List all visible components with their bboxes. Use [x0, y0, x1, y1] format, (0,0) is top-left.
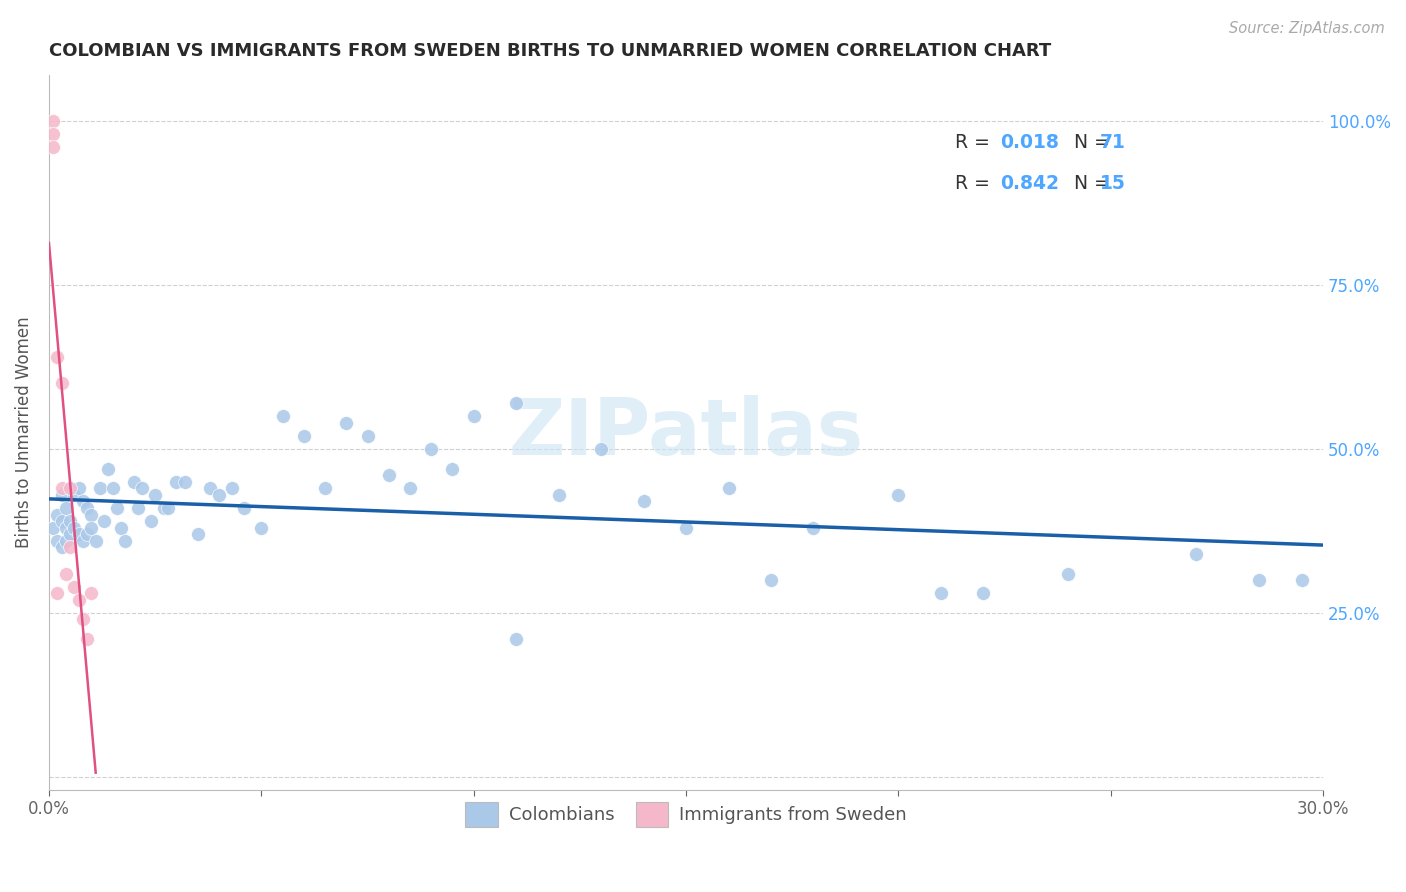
Point [420, 442, 443, 456]
Text: 0.018: 0.018 [1000, 133, 1059, 152]
Point [51, 514, 73, 528]
Text: ZIPatlas: ZIPatlas [509, 394, 863, 471]
Point [131, 481, 153, 495]
Point [55, 500, 77, 515]
Point [59, 527, 82, 541]
Point [72, 612, 94, 626]
Point [292, 429, 315, 443]
Text: N =: N = [1056, 133, 1116, 152]
Point [200, 481, 222, 495]
Point [80, 586, 103, 600]
Point [63, 488, 86, 502]
Point [122, 475, 145, 489]
Point [156, 500, 179, 515]
Point [591, 442, 613, 456]
Point [67, 527, 90, 541]
Point [42, 140, 65, 154]
Point [76, 632, 98, 646]
Point [139, 514, 162, 528]
Point [59, 481, 82, 495]
Point [46, 350, 69, 364]
Point [250, 521, 273, 535]
Point [547, 488, 569, 502]
Point [887, 488, 910, 502]
Point [929, 586, 952, 600]
Point [356, 429, 378, 443]
Point [717, 481, 740, 495]
Point [76, 527, 98, 541]
Point [399, 481, 422, 495]
Point [84, 533, 107, 548]
Point [441, 461, 464, 475]
Point [67, 592, 90, 607]
Point [335, 416, 357, 430]
Point [152, 500, 174, 515]
Point [271, 409, 294, 424]
Point [42, 114, 65, 128]
Point [63, 580, 86, 594]
Point [173, 475, 195, 489]
Text: 71: 71 [1099, 133, 1126, 152]
Point [759, 573, 782, 587]
Point [633, 494, 655, 508]
Point [93, 514, 115, 528]
Point [97, 461, 120, 475]
Point [1184, 547, 1206, 561]
Text: N =: N = [1056, 174, 1116, 193]
Point [101, 481, 124, 495]
Point [63, 521, 86, 535]
Point [59, 514, 82, 528]
Point [46, 586, 69, 600]
Point [46, 508, 69, 522]
Point [143, 488, 166, 502]
Point [76, 500, 98, 515]
Point [46, 533, 69, 548]
Point [89, 481, 111, 495]
Point [1249, 573, 1271, 587]
Point [110, 521, 132, 535]
Point [505, 396, 527, 410]
Point [675, 521, 697, 535]
Text: COLOMBIAN VS IMMIGRANTS FROM SWEDEN BIRTHS TO UNMARRIED WOMEN CORRELATION CHART: COLOMBIAN VS IMMIGRANTS FROM SWEDEN BIRT… [49, 42, 1052, 60]
Point [72, 494, 94, 508]
Point [127, 500, 149, 515]
Point [59, 541, 82, 555]
Text: 15: 15 [1099, 174, 1126, 193]
Point [505, 632, 527, 646]
Text: R =: R = [955, 174, 995, 193]
Point [165, 475, 187, 489]
Point [1057, 566, 1080, 581]
Point [80, 521, 103, 535]
Point [51, 541, 73, 555]
Point [72, 533, 94, 548]
Point [67, 481, 90, 495]
Point [80, 508, 103, 522]
Text: Source: ZipAtlas.com: Source: ZipAtlas.com [1229, 21, 1385, 36]
Y-axis label: Births to Unmarried Women: Births to Unmarried Women [15, 317, 32, 549]
Point [463, 409, 485, 424]
Point [42, 521, 65, 535]
Point [51, 376, 73, 391]
Point [208, 488, 231, 502]
Text: 0.842: 0.842 [1000, 174, 1059, 193]
Point [51, 481, 73, 495]
Text: R =: R = [955, 133, 995, 152]
Point [1291, 573, 1313, 587]
Point [187, 527, 209, 541]
Point [972, 586, 994, 600]
Point [314, 481, 336, 495]
Point [105, 500, 128, 515]
Point [377, 468, 399, 483]
Point [55, 521, 77, 535]
Point [55, 533, 77, 548]
Point [42, 127, 65, 141]
Point [51, 488, 73, 502]
Point [803, 521, 825, 535]
Point [55, 566, 77, 581]
Point [233, 500, 256, 515]
Legend: Colombians, Immigrants from Sweden: Colombians, Immigrants from Sweden [458, 795, 914, 835]
Point [114, 533, 136, 548]
Point [221, 481, 243, 495]
Point [59, 481, 82, 495]
